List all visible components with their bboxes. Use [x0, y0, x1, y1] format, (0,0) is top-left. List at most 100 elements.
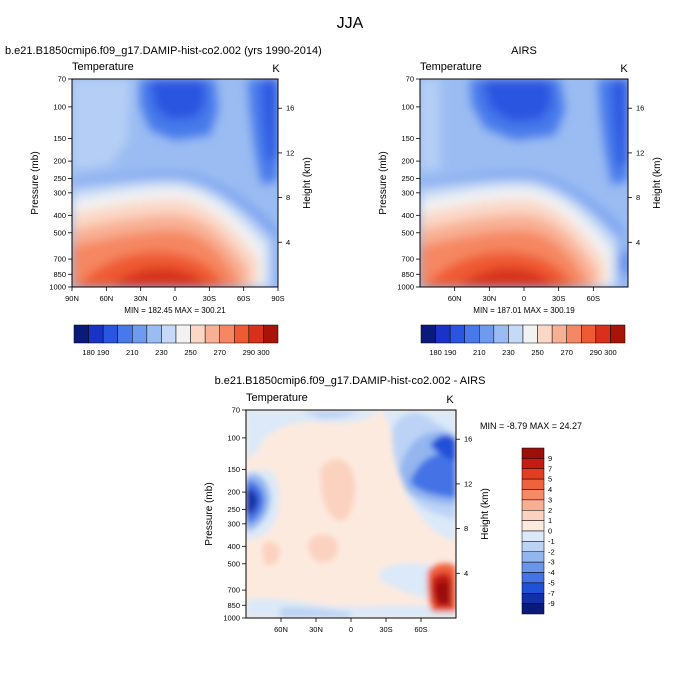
y-tick-label: 150: [401, 134, 414, 143]
y2-tick-label: 16: [286, 104, 294, 113]
y-tick-label: 850: [401, 270, 414, 279]
y2-axis-label: Height (km): [480, 488, 491, 540]
colorbar-swatch: [521, 510, 545, 521]
colorbar-label: 9: [548, 454, 552, 463]
y2-tick-label: 8: [286, 193, 290, 202]
colorbar-swatch: [521, 458, 545, 469]
panel-airs-title: AIRS: [511, 45, 537, 57]
colorbar-label: 190: [444, 348, 457, 357]
x-tick-label: 30N: [309, 625, 323, 634]
colorbar-label: 250: [531, 348, 544, 357]
y-axis-label: Pressure (mb): [30, 151, 41, 214]
y2-tick-label: 8: [636, 193, 640, 202]
colorbar-label: 5: [548, 475, 552, 484]
y-tick-label: 1000: [223, 614, 240, 623]
y2-axis-label: Height (km): [302, 157, 313, 209]
y2-tick-label: 4: [464, 569, 468, 578]
colorbar-label: -3: [548, 558, 555, 567]
panel-difference-units: K: [446, 394, 454, 406]
y-tick-label: 70: [406, 75, 414, 84]
x-tick-label: 30S: [203, 294, 216, 303]
panel-airs: AIRS Temperature K: [419, 45, 629, 288]
colorbar-label: -7: [548, 589, 555, 598]
figure-title: JJA: [337, 15, 364, 32]
x-tick-label: 60S: [414, 625, 427, 634]
colorbar-swatch: [204, 324, 220, 344]
colorbar-label: -4: [548, 568, 555, 577]
colorbar-swatch: [234, 324, 250, 344]
y-tick-label: 250: [227, 505, 240, 514]
panel-difference-plot: [245, 409, 457, 619]
y-tick-label: 1000: [397, 283, 414, 292]
x-tick-label: 30N: [134, 294, 148, 303]
colorbar-swatch: [581, 324, 597, 344]
y-tick-label: 70: [58, 75, 66, 84]
colorbar-label: 7: [548, 464, 552, 473]
x-tick-label: 90N: [65, 294, 79, 303]
y-tick-label: 100: [227, 433, 240, 442]
colorbar-swatch: [521, 447, 545, 459]
y2-tick-label: 12: [286, 148, 294, 157]
y-tick-label: 400: [401, 211, 414, 220]
colorbar-swatch: [508, 324, 524, 344]
colorbar-label: 230: [155, 348, 168, 357]
colorbar-swatch: [610, 324, 626, 344]
colorbar-swatch: [493, 324, 509, 344]
y-tick-label: 700: [53, 255, 66, 264]
colorbar-swatch: [146, 324, 162, 344]
colorbar-swatch: [102, 324, 118, 344]
y2-tick-label: 16: [636, 104, 644, 113]
panel-model-variable: Temperature: [72, 61, 134, 73]
panel-airs-plot: [419, 78, 629, 288]
y-tick-label: 500: [401, 228, 414, 237]
colorbar-swatch: [117, 324, 133, 344]
colorbar-swatch: [595, 324, 611, 344]
colorbar-swatch: [479, 324, 495, 344]
panel-model: b.e21.B1850cmip6.f09_g17.DAMIP-hist-co2.…: [5, 45, 322, 288]
colorbar-swatch: [521, 593, 545, 604]
colorbar-label: 290: [243, 348, 256, 357]
y-tick-label: 200: [227, 488, 240, 497]
y-tick-label: 150: [53, 134, 66, 143]
colorbar-swatch: [132, 324, 148, 344]
colorbar-swatch: [263, 324, 279, 344]
x-tick-label: 60N: [99, 294, 113, 303]
colorbar-swatch: [73, 324, 89, 344]
y2-tick-label: 4: [286, 238, 290, 247]
y2-axis-label: Height (km): [652, 157, 663, 209]
colorbar-label: 270: [213, 348, 226, 357]
colorbar-swatch: [521, 582, 545, 594]
colorbar-label: 250: [184, 348, 197, 357]
axes-layer: 7010015020025030040050070085010001612849…: [30, 75, 663, 635]
y-axis-label: Pressure (mb): [378, 151, 389, 214]
colorbar-swatch: [464, 324, 480, 344]
y-tick-label: 850: [227, 601, 240, 610]
colorbar-swatch: [219, 324, 235, 344]
colorbar-swatch: [521, 520, 545, 532]
colorbar-label: 300: [604, 348, 617, 357]
panel-difference-variable: Temperature: [246, 392, 308, 404]
y-tick-label: 300: [401, 188, 414, 197]
y-tick-label: 850: [53, 270, 66, 279]
colorbar-swatch: [537, 324, 553, 344]
colorbar-label: -9: [548, 599, 555, 608]
x-tick-label: 0: [349, 625, 353, 634]
x-tick-label: 60S: [587, 294, 600, 303]
x-tick-label: 30S: [379, 625, 392, 634]
y-tick-label: 200: [401, 157, 414, 166]
colorbar-label: 230: [502, 348, 515, 357]
colorbar-swatch: [522, 324, 538, 344]
panel-model-title: b.e21.B1850cmip6.f09_g17.DAMIP-hist-co2.…: [5, 45, 322, 57]
panel-airs-units: K: [620, 63, 628, 75]
min-max-label: MIN = 187.01 MAX = 300.19: [473, 306, 575, 315]
colorbar-label: -1: [548, 537, 555, 546]
y2-tick-label: 12: [464, 479, 472, 488]
colorbar-swatch: [521, 561, 545, 573]
y-tick-label: 200: [53, 157, 66, 166]
y-tick-label: 700: [401, 255, 414, 264]
colorbar-swatch: [566, 324, 582, 344]
x-tick-label: 60S: [237, 294, 250, 303]
panel-difference-title: b.e21.B1850cmip6.f09_g17.DAMIP-hist-co2.…: [215, 375, 486, 387]
colorbar-label: 300: [257, 348, 270, 357]
